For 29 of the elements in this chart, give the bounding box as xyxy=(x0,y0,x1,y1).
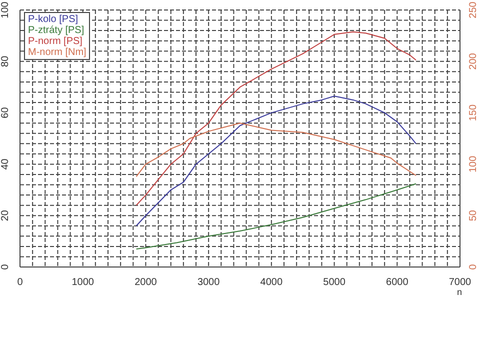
x-tick-label: 4000 xyxy=(260,277,283,288)
y2-tick-label: 150 xyxy=(468,104,479,122)
y-tick-label: 40 xyxy=(0,158,11,170)
line-series xyxy=(136,31,416,206)
line-series xyxy=(136,183,416,250)
x-tick-label: 0 xyxy=(17,277,24,288)
x-tick-label: 5000 xyxy=(323,277,346,288)
y-tick-label: 80 xyxy=(0,55,11,67)
x-tick-label: 2000 xyxy=(134,277,158,288)
y-tick-label: 0 xyxy=(0,264,11,270)
y2-tick-label: 100 xyxy=(468,155,479,173)
y2-tick-label: 0 xyxy=(468,264,479,270)
x-tick-label: 6000 xyxy=(386,277,409,288)
y2-tick-label: 250 xyxy=(468,1,479,18)
text: P-ztráty [PS] xyxy=(28,25,86,36)
y-tick-label: 100 xyxy=(0,1,11,18)
x-tick-label: 3000 xyxy=(197,277,220,288)
line-series xyxy=(136,96,416,226)
x-tick-label: 1000 xyxy=(72,277,94,288)
text: M-norm [Nm] xyxy=(28,47,86,58)
text: P-kolo [PS] xyxy=(28,14,80,25)
line-series xyxy=(136,122,416,178)
y2-tick-label: 50 xyxy=(468,210,479,222)
text: P-norm [PS] xyxy=(28,36,84,47)
x-tick-label: 7000 xyxy=(448,277,472,288)
y-tick-label: 60 xyxy=(0,106,11,118)
y2-tick-label: 200 xyxy=(468,52,479,70)
y-tick-label: 20 xyxy=(0,210,11,222)
x-axis-title: n xyxy=(456,287,462,297)
